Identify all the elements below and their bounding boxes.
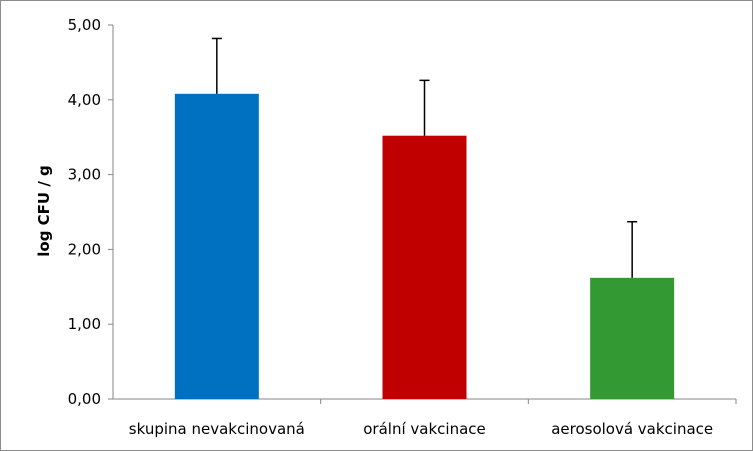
error-bars <box>211 37 638 278</box>
y-tick-label: 2,00 <box>68 240 101 258</box>
axis-labels: 0,00 1,00 2,00 3,00 4,00 5,00 skupina nevakcin… <box>68 16 714 438</box>
bars <box>174 93 675 400</box>
y-tick-label: 4,00 <box>68 91 101 109</box>
bar <box>590 277 675 399</box>
x-tick-label: skupina nevakcinovaná <box>129 420 305 438</box>
y-tick-label: 5,00 <box>68 16 101 34</box>
x-tick-label: orální vakcinace <box>363 420 486 438</box>
bar <box>174 93 259 399</box>
y-axis-title: log CFU / g <box>35 165 53 257</box>
bar <box>382 135 467 400</box>
y-tick-label: 3,00 <box>68 166 101 184</box>
x-tick-label: aerosolová vakcinace <box>551 420 713 438</box>
y-tick-label: 0,00 <box>68 390 101 408</box>
y-tick-label: 1,00 <box>68 315 101 333</box>
